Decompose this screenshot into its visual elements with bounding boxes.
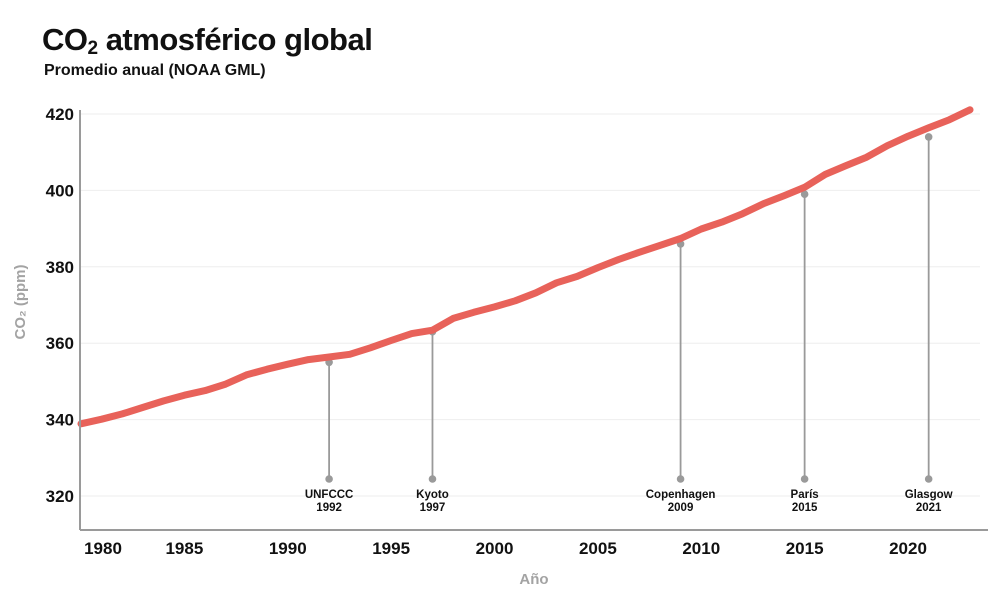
title-rest: atmosférico global: [97, 22, 373, 57]
x-tick-label: 2000: [476, 539, 514, 558]
event-marker-bottom-dot: [800, 475, 809, 483]
event-marker-bottom-dot: [325, 475, 333, 483]
event-label-year: 2009: [668, 502, 694, 514]
event-label-name: Glasgow: [905, 489, 953, 501]
event-label-year: 1992: [316, 502, 342, 514]
event-label-name: UNFCCC: [305, 489, 354, 501]
event-label-year: 2015: [792, 502, 818, 514]
y-tick-labels: 320 340 360 380 400 420: [46, 105, 74, 506]
y-tick-label: 360: [46, 334, 74, 353]
event-label-name: Copenhagen: [646, 489, 716, 501]
x-tick-label: 2010: [682, 539, 720, 558]
y-axis-label: CO₂ (ppm): [12, 265, 29, 340]
axes: [79, 110, 988, 531]
title-subscript: 2: [87, 38, 99, 59]
event-marker-bottom-dot: [676, 475, 685, 483]
x-tick-label: 2005: [579, 539, 617, 558]
chart-subtitle: Promedio anual (NOAA GML): [44, 62, 266, 79]
x-tick-label: 2020: [889, 539, 927, 558]
y-tick-label: 340: [46, 411, 74, 430]
event-label-year: 1997: [420, 502, 446, 514]
title-co: CO: [42, 22, 88, 57]
x-tick-label: 1985: [165, 539, 203, 558]
event-marker-bottom-dot: [428, 475, 437, 483]
event-marker-bottom-dot: [924, 475, 933, 483]
x-tick-label: 1980: [84, 539, 122, 558]
y-tick-label: 420: [46, 105, 74, 124]
x-tick-label: 1990: [269, 539, 307, 558]
x-axis-label: Año: [519, 571, 548, 588]
event-marker-top-dot: [924, 133, 933, 141]
y-tick-label: 400: [46, 181, 74, 200]
event-label-year: 2021: [916, 502, 942, 514]
x-tick-labels: 1980 1985 1990 1995 2000 2005 2010 2015 2020: [84, 539, 927, 558]
event-marker-top-dot: [800, 190, 809, 199]
y-tick-label: 320: [46, 487, 74, 506]
event-label-name: Kyoto: [416, 489, 449, 501]
co2-series-line: [77, 106, 974, 428]
y-tick-label: 380: [46, 258, 74, 277]
x-tick-label: 2015: [786, 539, 824, 558]
event-label-name: París: [791, 489, 819, 501]
x-tick-label: 1995: [372, 539, 410, 558]
chart-title: CO2 atmosférico global: [42, 22, 373, 60]
grid-lines: [80, 113, 980, 497]
